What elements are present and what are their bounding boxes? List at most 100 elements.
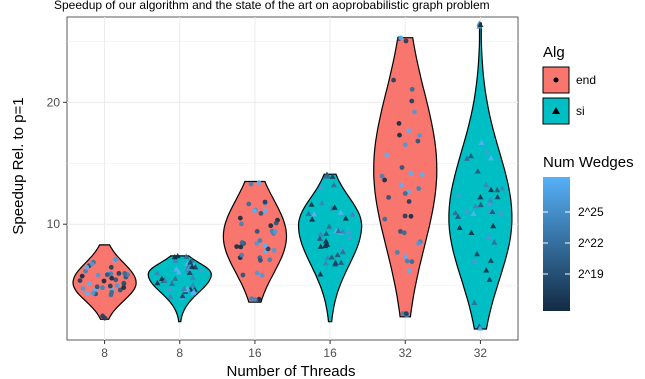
- data-point: [330, 181, 337, 188]
- data-point: [452, 209, 459, 216]
- data-point: [256, 296, 262, 302]
- data-point: [401, 230, 407, 236]
- x-axis-label: Number of Threads: [227, 363, 356, 379]
- legend-marker-circle: [553, 77, 559, 83]
- data-point: [497, 209, 504, 216]
- data-point: [154, 279, 161, 286]
- data-point: [161, 277, 168, 283]
- data-point: [487, 197, 494, 203]
- data-point: [488, 186, 495, 193]
- x-tick-label: 32: [399, 346, 413, 360]
- data-point: [239, 252, 245, 258]
- data-point: [254, 229, 260, 234]
- data-point: [84, 264, 90, 270]
- data-point: [338, 259, 345, 265]
- data-point: [404, 258, 410, 264]
- data-point: [406, 268, 412, 274]
- data-point: [317, 231, 324, 237]
- data-point: [83, 268, 88, 274]
- gradient-label: 2^22: [578, 236, 604, 250]
- data-point: [317, 243, 324, 249]
- data-point: [483, 181, 490, 188]
- data-point: [486, 276, 493, 282]
- data-point: [116, 271, 122, 276]
- data-point: [416, 186, 422, 191]
- data-point: [471, 258, 478, 264]
- data-point: [183, 253, 190, 259]
- data-point: [324, 254, 331, 261]
- data-point: [337, 209, 344, 215]
- data-point: [249, 296, 254, 301]
- data-point: [189, 263, 196, 269]
- data-point: [175, 269, 182, 275]
- data-point: [258, 211, 264, 216]
- data-point: [416, 241, 421, 246]
- data-point: [463, 207, 470, 214]
- violin-body: [297, 173, 363, 323]
- data-point: [108, 292, 114, 298]
- data-point: [349, 211, 356, 217]
- data-point: [318, 199, 325, 206]
- data-point: [419, 172, 425, 178]
- data-point: [403, 38, 409, 44]
- data-point: [478, 139, 485, 145]
- data-point: [121, 280, 127, 286]
- data-point: [474, 168, 481, 174]
- data-point: [102, 315, 108, 321]
- data-point: [477, 194, 484, 200]
- data-point: [263, 208, 268, 214]
- data-point: [109, 275, 115, 281]
- data-point: [316, 235, 323, 241]
- data-point: [398, 229, 403, 234]
- data-point: [113, 277, 119, 283]
- chart-title: Speedup of our algorithm and the state o…: [54, 0, 490, 12]
- data-point: [166, 285, 173, 291]
- data-point: [394, 250, 400, 255]
- y-tick-label: 20: [47, 95, 61, 109]
- x-tick-label: 8: [101, 346, 108, 360]
- legend-label-si: si: [576, 104, 585, 118]
- gradient-bar: [543, 177, 570, 311]
- data-point: [477, 21, 484, 28]
- data-point: [89, 261, 95, 267]
- data-point: [322, 237, 329, 244]
- data-point: [317, 271, 324, 277]
- data-point: [77, 278, 83, 283]
- data-point: [329, 173, 336, 179]
- data-point: [79, 273, 85, 279]
- data-point: [379, 173, 385, 179]
- data-point: [494, 186, 501, 193]
- data-point: [323, 230, 330, 236]
- data-point: [121, 285, 127, 290]
- data-point: [273, 220, 279, 226]
- data-point: [412, 109, 417, 115]
- data-point: [491, 239, 498, 245]
- data-point: [95, 272, 101, 278]
- data-point: [271, 247, 277, 253]
- data-point: [179, 292, 186, 299]
- data-point: [168, 280, 175, 286]
- data-point: [409, 86, 415, 92]
- x-tick-label: 16: [323, 346, 337, 360]
- violin-group: [373, 35, 438, 318]
- data-point: [90, 290, 96, 296]
- data-point: [398, 182, 404, 188]
- data-point: [267, 257, 273, 263]
- data-point: [342, 215, 349, 221]
- data-point: [415, 138, 421, 144]
- data-point: [117, 287, 123, 293]
- data-point: [186, 269, 193, 276]
- data-point: [471, 299, 478, 305]
- data-point: [311, 211, 318, 217]
- data-point: [345, 228, 352, 235]
- data-point: [477, 325, 484, 331]
- data-point: [190, 288, 197, 294]
- violin-group: [297, 171, 363, 323]
- data-point: [305, 210, 312, 216]
- data-point: [198, 266, 205, 273]
- violin-group: [222, 180, 288, 303]
- data-point: [173, 266, 180, 272]
- data-point: [262, 199, 268, 205]
- y-tick-label: 10: [47, 217, 61, 231]
- plot-area: 10 20 8 8 16 16 32 32: [47, 16, 519, 360]
